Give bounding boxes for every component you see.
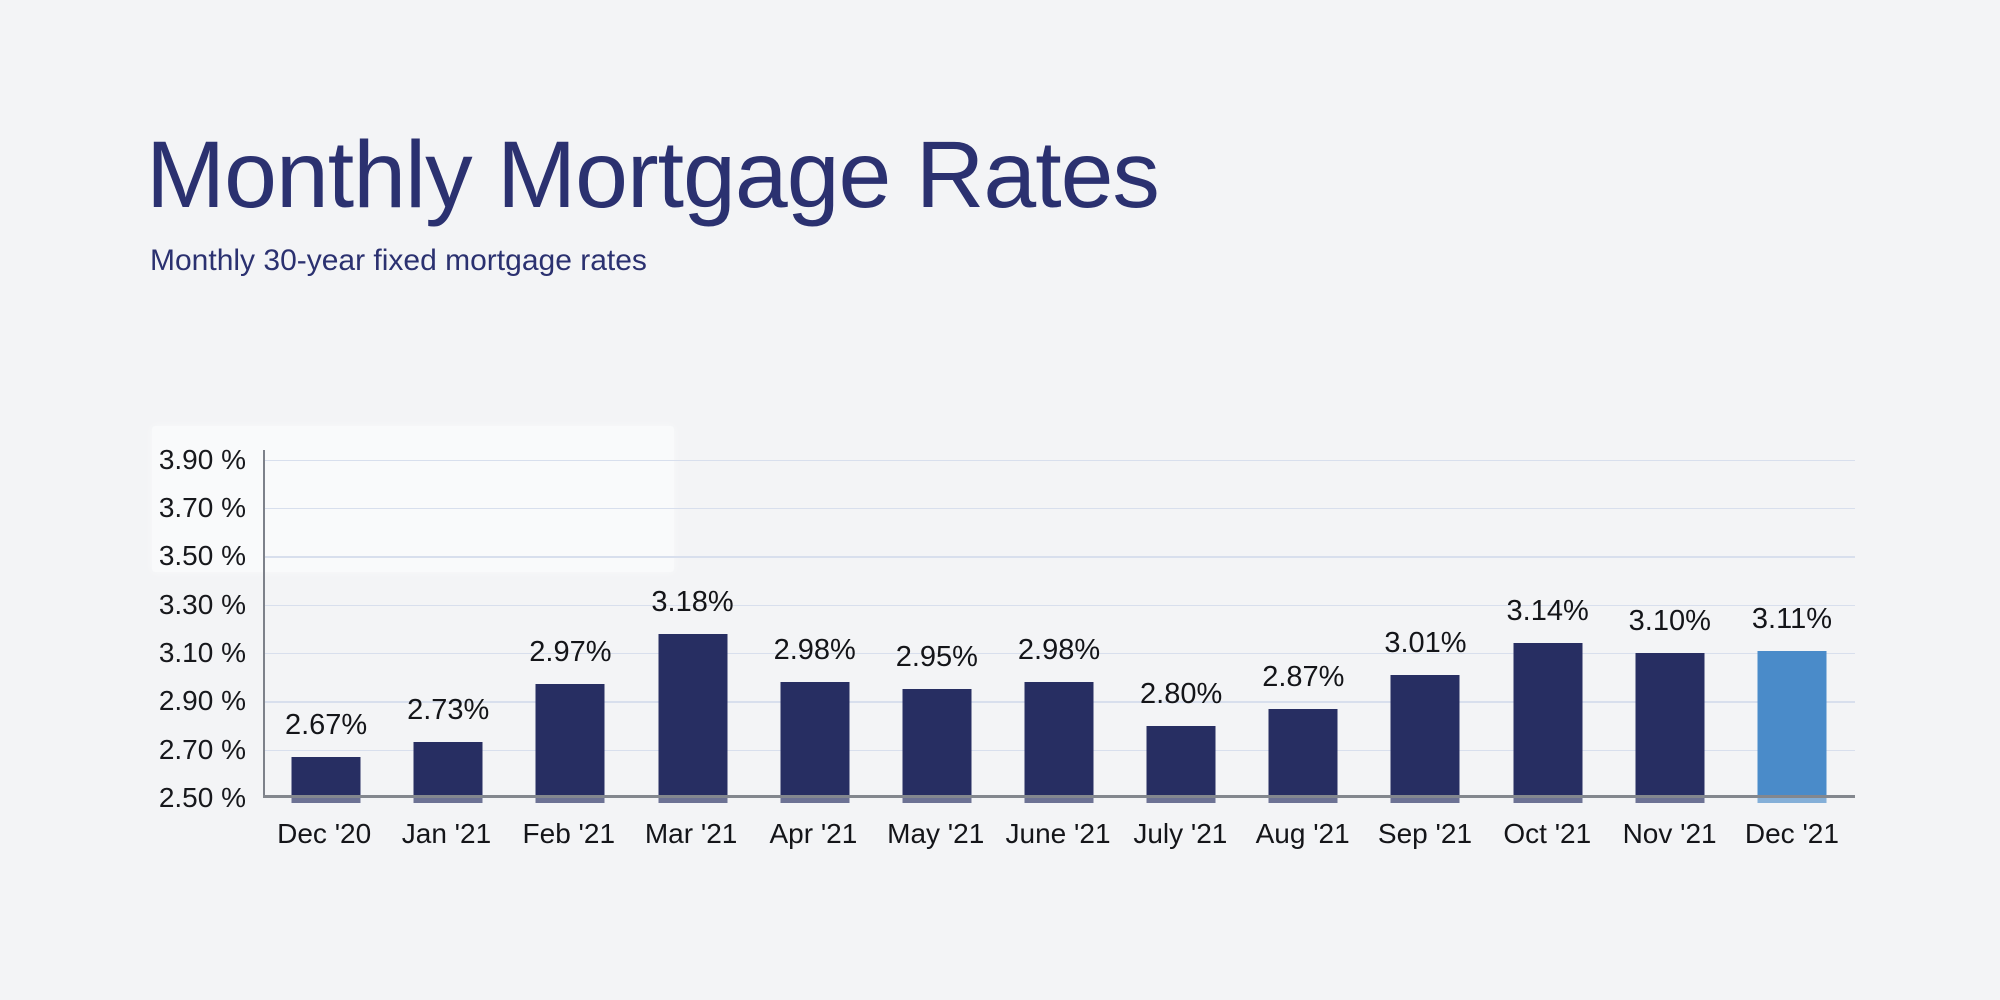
bar-slot: 2.97% bbox=[509, 450, 631, 803]
x-tick-label: Jan '21 bbox=[401, 818, 492, 849]
gridline bbox=[265, 507, 1855, 510]
x-tick-label: May '21 bbox=[887, 818, 985, 849]
bars-row: 2.67% 2.73% 2.97% 3.18% 2.98% 2.95% 2.98% 2.80%… bbox=[265, 450, 1853, 803]
bar-value-label: 2.80% bbox=[1140, 677, 1223, 710]
bar bbox=[1635, 652, 1705, 803]
bar-slot: 2.98% bbox=[754, 450, 876, 803]
x-tick-label: Nov '21 bbox=[1622, 818, 1717, 849]
bar-value-label: 3.14% bbox=[1506, 595, 1589, 628]
bar-value-label: 3.11% bbox=[1751, 602, 1832, 635]
bar-value-label: 3.10% bbox=[1628, 604, 1711, 637]
bar bbox=[780, 681, 850, 803]
bar-slot: 2.98% bbox=[998, 450, 1120, 803]
plot-area: 2.67% 2.73% 2.97% 3.18% 2.98% 2.95% 2.98% 2.80%… bbox=[263, 450, 1855, 803]
bar-value-label: 2.73% bbox=[407, 694, 490, 727]
y-tick-label: 3.90 % bbox=[158, 443, 246, 475]
bar-slot: 3.11% bbox=[1731, 450, 1853, 803]
x-tick-label: July '21 bbox=[1133, 818, 1228, 849]
gridline bbox=[265, 604, 1855, 607]
bar-value-label: 3.01% bbox=[1384, 626, 1467, 659]
gridline bbox=[265, 556, 1855, 558]
bar bbox=[1146, 725, 1216, 803]
bar bbox=[658, 633, 728, 803]
bar-slot: 2.80% bbox=[1120, 450, 1242, 803]
x-tick-label: Apr '21 bbox=[769, 818, 858, 849]
gridline bbox=[265, 459, 1855, 462]
bar-value-label: 2.95% bbox=[895, 641, 978, 674]
y-tick-label: 2.50 % bbox=[158, 782, 246, 813]
y-tick-label: 3.70 % bbox=[158, 491, 246, 523]
chart-title: Monthly Mortgage Rates bbox=[146, 122, 1160, 228]
bar-slot: 3.10% bbox=[1609, 450, 1731, 803]
x-tick-label: Dec '21 bbox=[1744, 818, 1839, 849]
gridline bbox=[265, 652, 1855, 655]
bar-slot: 2.67% bbox=[265, 450, 387, 803]
bar-slot: 2.73% bbox=[387, 450, 509, 803]
bar bbox=[1513, 643, 1583, 803]
x-tick-label: Aug '21 bbox=[1255, 818, 1350, 849]
x-tick-label: June '21 bbox=[1005, 818, 1111, 849]
highlight-overlay bbox=[152, 426, 674, 572]
bar-value-label: 2.97% bbox=[529, 636, 612, 669]
y-tick-label: 2.70 % bbox=[158, 733, 246, 765]
bar-slot: 3.14% bbox=[1487, 450, 1609, 803]
x-tick-label: Dec '20 bbox=[277, 818, 372, 849]
bar bbox=[1024, 681, 1094, 803]
bar-value-label: 2.98% bbox=[773, 633, 856, 666]
bar-value-label: 2.67% bbox=[284, 708, 368, 741]
bar-highlighted bbox=[1757, 650, 1827, 803]
bar bbox=[413, 742, 483, 803]
x-tick-label: Mar '21 bbox=[644, 818, 738, 849]
bar-slot: 3.01% bbox=[1364, 450, 1486, 803]
bar bbox=[535, 684, 605, 803]
bar bbox=[902, 689, 972, 803]
x-axis: Dec '20 Jan '21 Feb '21 Mar '21 Apr '21 May '… bbox=[263, 818, 1853, 854]
y-tick-label: 2.90 % bbox=[158, 685, 246, 717]
bar-slot: 2.95% bbox=[876, 450, 998, 803]
bar-value-label: 2.87% bbox=[1262, 660, 1345, 693]
x-tick-label: Oct '21 bbox=[1503, 818, 1592, 849]
bar bbox=[1390, 674, 1460, 803]
y-tick-label: 3.30 % bbox=[158, 588, 246, 620]
x-tick-label: Sep '21 bbox=[1377, 818, 1473, 849]
chart-subtitle: Monthly 30-year fixed mortgage rates bbox=[150, 244, 647, 277]
bar bbox=[1268, 708, 1338, 803]
y-tick-label: 3.50 % bbox=[158, 540, 246, 572]
bar-slot: 2.87% bbox=[1242, 450, 1364, 803]
x-axis-line bbox=[263, 795, 1855, 798]
x-tick-label: Feb '21 bbox=[522, 818, 616, 849]
bar-slot: 3.18% bbox=[631, 450, 753, 803]
bar-value-label: 2.98% bbox=[1017, 633, 1101, 666]
bar-value-label: 3.18% bbox=[651, 585, 734, 618]
y-tick-label: 3.10 % bbox=[158, 636, 246, 668]
